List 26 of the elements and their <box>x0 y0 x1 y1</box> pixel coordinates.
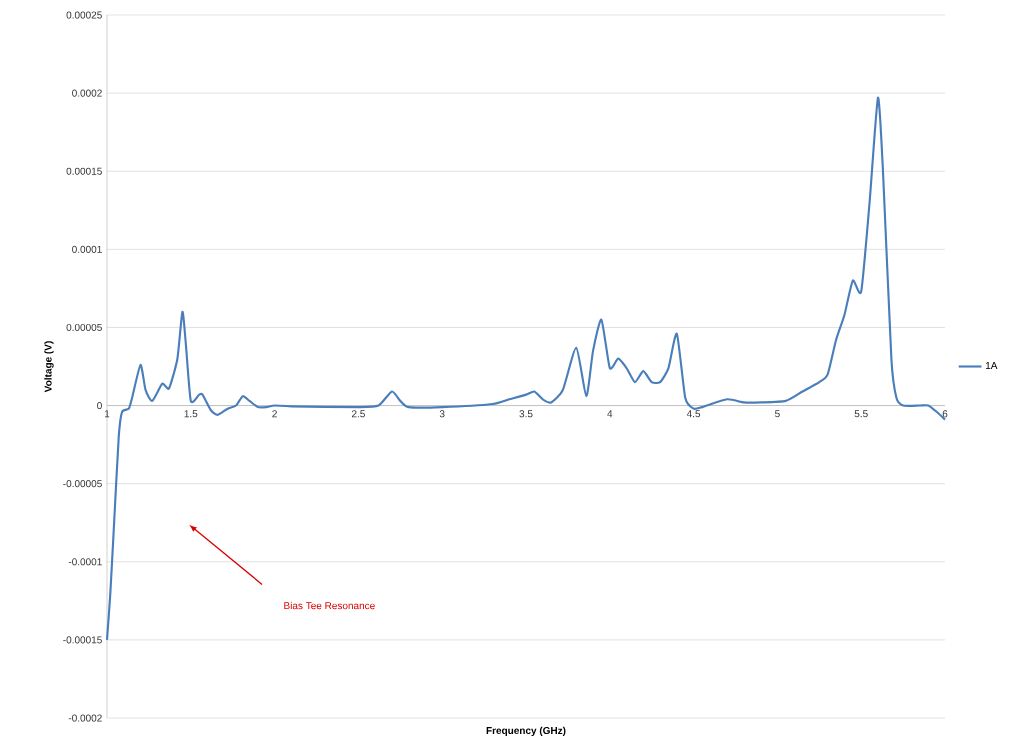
y-tick-label: -0.00005 <box>63 480 102 488</box>
y-tick-label: 0.0002 <box>72 89 102 97</box>
x-axis-title: Frequency (GHz) <box>486 726 566 737</box>
y-tick-label: -0.0002 <box>68 714 102 722</box>
x-tick-label: 1 <box>104 410 110 418</box>
x-tick-label: 4.5 <box>686 410 701 418</box>
y-tick-label: 0.00015 <box>66 167 102 175</box>
x-tick-label: 6 <box>942 410 948 418</box>
y-tick-label: 0.0001 <box>72 245 102 253</box>
x-tick-label: 1.5 <box>184 410 198 418</box>
y-axis-title: Voltage (V) <box>44 341 54 393</box>
x-tick-label: 2.5 <box>351 410 365 418</box>
x-tick-label: 4 <box>607 410 613 418</box>
x-tick-label: 2 <box>272 410 277 418</box>
annotation: Bias Tee Resonance <box>284 601 375 610</box>
x-tick-label: 3 <box>439 410 445 418</box>
y-tick-label: 0.00005 <box>66 323 102 331</box>
y-tick-label: -0.00015 <box>63 636 102 644</box>
x-tick-label: 3.5 <box>519 410 533 418</box>
line-series <box>105 96 947 641</box>
y-tick-label: 0 <box>97 402 102 410</box>
y-tick-label: 0.00025 <box>66 11 102 19</box>
y-tick-label: -0.0001 <box>68 558 102 566</box>
x-tick-label: 5 <box>775 410 780 418</box>
x-tick-label: 5.5 <box>854 410 868 418</box>
legend-label: 1A <box>985 362 998 369</box>
